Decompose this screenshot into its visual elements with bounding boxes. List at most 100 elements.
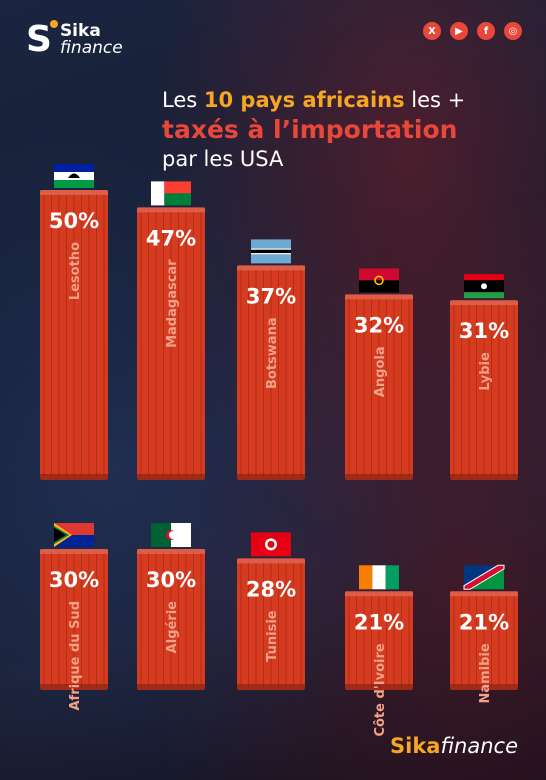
bar-category-label: Lybie — [478, 352, 493, 391]
ivory-coast-flag — [359, 565, 399, 590]
logo-mark: S — [26, 19, 58, 60]
bar-group: 21% Côte d'Ivoire — [345, 565, 413, 737]
namibia-flag — [463, 564, 505, 590]
flag-stripe — [164, 193, 191, 206]
flag-stripe — [164, 181, 191, 194]
title-line-1: Les 10 pays africains les + — [162, 86, 532, 114]
flag-stripe — [171, 523, 191, 547]
bar-bottom-rail — [137, 684, 205, 690]
bar-top-rail — [40, 190, 108, 195]
title-line-2: taxés à l’importation — [162, 115, 458, 144]
bar — [237, 558, 305, 690]
flag-stripe — [359, 565, 373, 590]
footer-bold: Sika — [390, 734, 441, 758]
facebook-icon[interactable]: f — [477, 22, 495, 40]
bar — [137, 207, 205, 480]
bar-category-label: Botswana — [265, 317, 280, 389]
title-post: les + — [404, 88, 466, 112]
flag-triangle — [54, 527, 66, 543]
flag-stripe — [372, 565, 386, 590]
algeria-flag — [151, 523, 191, 547]
bar-bottom-rail — [237, 684, 305, 690]
flag-stripe — [464, 292, 504, 299]
bar-value-label: 30% — [146, 568, 196, 592]
bar-top-rail — [450, 591, 518, 597]
bar-category-label: Lesotho — [68, 242, 83, 300]
bar-bottom-rail — [40, 684, 108, 690]
bar-value-label: 21% — [459, 610, 509, 634]
bar — [137, 549, 205, 690]
flag-stripe — [385, 565, 399, 590]
flag-stripe — [463, 564, 505, 590]
logo-dot — [49, 20, 58, 28]
flag-stripe — [151, 181, 165, 206]
logo-word-sika: Sika — [59, 21, 101, 41]
bar-top-rail — [137, 549, 205, 554]
bar-value-label: 37% — [246, 284, 296, 308]
flag-stripe — [359, 280, 399, 293]
tunisia-flag — [251, 532, 291, 557]
bar — [40, 549, 108, 690]
bar-category-label: Algérie — [165, 601, 180, 654]
bar-top-rail — [345, 591, 413, 597]
angola-flag — [359, 268, 399, 293]
flag-emblem — [374, 275, 384, 286]
libya-flag — [464, 274, 504, 299]
flag-emblem — [481, 283, 487, 290]
flag-stripe — [54, 164, 94, 172]
bar-group: 50% Lesotho — [40, 164, 108, 480]
bar-category-label: Namibie — [478, 643, 493, 703]
flag-emblem — [169, 531, 177, 539]
bar-bottom-rail — [237, 474, 305, 480]
bar-bottom-rail — [345, 684, 413, 690]
bar — [40, 190, 108, 480]
flag-stripe — [251, 249, 291, 254]
bar-category-label: Madagascar — [165, 259, 180, 348]
bar-group: 32% Angola — [345, 268, 413, 480]
bar — [237, 265, 305, 480]
brand-logo: S Sika finance — [26, 19, 123, 60]
botswana-flag — [251, 239, 291, 264]
flag-emblem — [68, 173, 80, 178]
bar-value-label: 28% — [246, 577, 296, 601]
bar — [450, 300, 518, 480]
bar-value-label: 50% — [49, 209, 99, 233]
bar-group: 37% Botswana — [237, 239, 305, 480]
bar-category-label: Afrique du Sud — [68, 601, 83, 711]
bar-value-label: 47% — [146, 226, 196, 250]
bar-category-label: Tunisie — [265, 610, 280, 662]
madagascar-flag — [151, 181, 191, 206]
bar-value-label: 32% — [354, 313, 404, 337]
bar-top-rail — [450, 300, 518, 306]
bar-group: 47% Madagascar — [137, 181, 205, 480]
bar-value-label: 31% — [459, 319, 509, 343]
bar-top-rail — [40, 549, 108, 554]
footer-italic: finance — [440, 734, 518, 758]
bar-bottom-rail — [450, 684, 518, 690]
instagram-icon[interactable]: ◎ — [504, 22, 522, 40]
bar — [450, 591, 518, 690]
bar-category-label: Côte d'Ivoire — [373, 643, 388, 736]
x-icon[interactable]: X — [423, 22, 441, 40]
bar-group: 21% Namibie — [450, 564, 518, 704]
bar-top-rail — [137, 207, 205, 213]
logo-letter: S — [26, 19, 52, 60]
chart-title: Les 10 pays africains les + taxés à l’im… — [162, 86, 532, 173]
bar-bottom-rail — [450, 474, 518, 480]
youtube-icon[interactable]: ▶ — [450, 22, 468, 40]
south-africa-flag — [54, 523, 94, 547]
flag-stripe — [54, 180, 94, 188]
bar — [345, 591, 413, 690]
bar-bottom-rail — [345, 474, 413, 480]
logo-word-finance: finance — [59, 38, 123, 58]
bar-bottom-rail — [137, 474, 205, 480]
flag-stripe — [151, 523, 171, 547]
title-pre: Les — [162, 88, 204, 112]
social-links: X ▶ f ◎ — [423, 22, 522, 40]
bar-top-rail — [237, 558, 305, 564]
lesotho-flag — [54, 164, 94, 188]
bar-category-label: Angola — [373, 346, 388, 397]
bar-value-label: 30% — [49, 568, 99, 592]
flag-stripe — [464, 274, 504, 281]
